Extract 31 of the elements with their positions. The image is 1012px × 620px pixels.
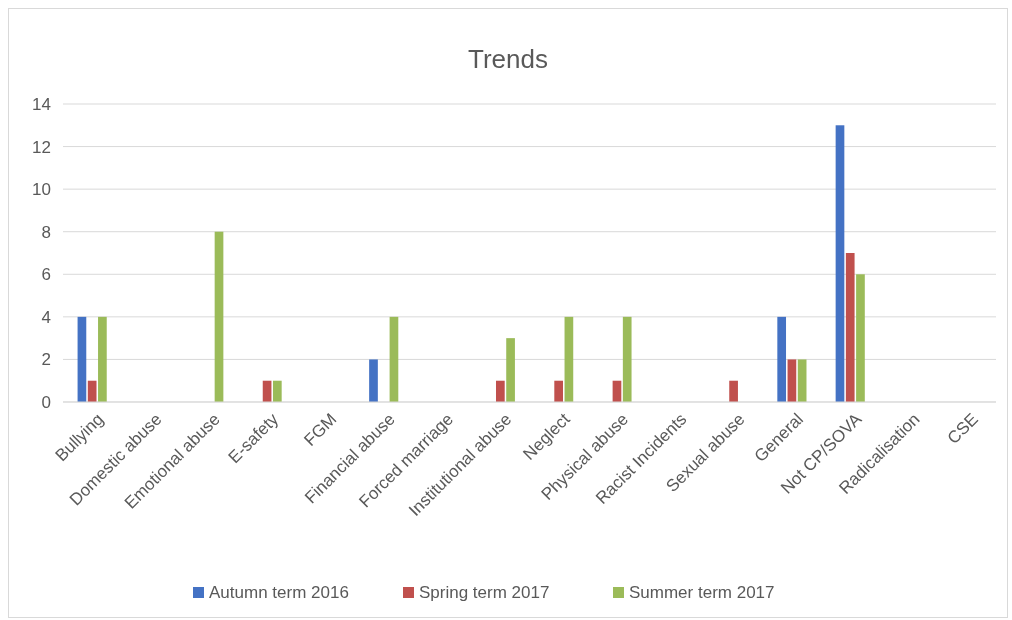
bar: [787, 359, 797, 402]
bar: [506, 338, 515, 402]
bar: [496, 380, 505, 402]
bar: [369, 359, 378, 402]
legend-label: Summer term 2017: [629, 583, 775, 602]
bar: [777, 316, 787, 402]
legend-label: Spring term 2017: [419, 583, 550, 602]
bar: [272, 380, 282, 402]
y-tick-label: 2: [41, 350, 51, 370]
bar: [835, 125, 845, 402]
y-tick-label: 0: [41, 392, 51, 412]
y-tick-label: 4: [41, 307, 51, 327]
bar: [214, 231, 224, 402]
y-tick-label: 10: [32, 180, 51, 200]
bar: [77, 316, 87, 402]
y-tick-label: 14: [32, 94, 51, 114]
bar: [389, 316, 399, 402]
legend-label: Autumn term 2016: [209, 583, 349, 602]
bar: [729, 380, 738, 402]
bar: [856, 274, 865, 402]
y-tick-label: 12: [32, 137, 51, 157]
bar: [554, 380, 563, 402]
bar: [797, 359, 807, 402]
bar: [98, 316, 107, 402]
y-tick-label: 8: [41, 222, 51, 242]
bar: [87, 380, 97, 402]
bar: [845, 253, 855, 402]
bar: [564, 316, 574, 402]
chart-title: Trends: [468, 44, 548, 74]
y-tick-label: 6: [41, 265, 51, 285]
bar: [622, 316, 632, 402]
